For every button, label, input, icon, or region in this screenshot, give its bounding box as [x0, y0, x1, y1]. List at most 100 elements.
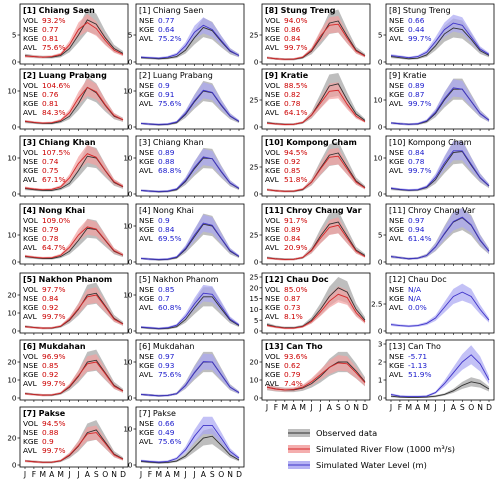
stat-label: NSE: [23, 294, 38, 303]
stat-label: AVL: [265, 108, 280, 117]
panel-title: [7] Pakse: [139, 409, 176, 418]
panel-frame: [261, 339, 371, 401]
x-tick-label: J: [389, 403, 392, 412]
stat-label: NSE: [23, 361, 38, 370]
simulated-band: [141, 353, 239, 397]
x-tick-label: N: [353, 403, 359, 412]
stat-value: 0.78: [284, 99, 301, 108]
simulated-mean-line: [140, 222, 240, 260]
stat-label: NSE: [265, 25, 280, 34]
stat-value: 0.7: [158, 294, 170, 303]
stat-label: NSE: [139, 216, 154, 225]
x-tick-label: S: [460, 403, 465, 412]
stat-value: 0.87: [408, 90, 425, 99]
stat-value: 93.2%: [42, 16, 65, 25]
stat-label: VOL: [23, 352, 39, 361]
simulated-mean-line: [24, 432, 124, 463]
x-tick-label: O: [102, 470, 108, 479]
x-tick-label: A: [49, 470, 55, 479]
stat-label: AVL: [265, 175, 280, 184]
x-tick-label: A: [291, 403, 297, 412]
x-tick-label: D: [236, 470, 242, 479]
panel-title: [4] Nong Khai: [23, 206, 85, 215]
stat-label: NSE: [389, 285, 404, 294]
stat-label: AVL: [139, 34, 154, 43]
panel-frame: [261, 135, 371, 197]
stat-value: 0.84: [284, 234, 301, 243]
x-tick-label: J: [183, 470, 186, 479]
stat-label: AVL: [139, 166, 154, 175]
stat-label: KGE: [389, 157, 405, 166]
stat-value: 0.9: [158, 216, 170, 225]
stat-label: NSE: [23, 25, 38, 34]
y-tick-label: 25: [249, 96, 258, 105]
y-tick-label: 10: [7, 231, 17, 240]
stat-label: AVL: [139, 437, 154, 446]
observed-mean-line: [140, 435, 240, 464]
panel-title: [13] Can Tho: [389, 342, 441, 351]
simulated-band: [391, 283, 489, 328]
simulated-band: [391, 345, 489, 398]
y-tick-label: 0: [12, 461, 17, 470]
y-tick-label: 25: [249, 31, 258, 40]
stat-value: 0.0%: [408, 303, 427, 312]
stat-label: NSE: [139, 16, 154, 25]
simulated-band: [267, 355, 365, 392]
stat-label: KGE: [23, 370, 39, 379]
simulated-mean-line: [266, 224, 366, 260]
stat-value: 0.91: [158, 90, 175, 99]
panel-frame: [261, 272, 371, 334]
panel-frame: [385, 3, 495, 65]
x-tick-label: J: [442, 403, 445, 412]
stat-value: 104.6%: [42, 81, 70, 90]
simulated-band: [141, 214, 239, 261]
stat-value: 91.7%: [284, 216, 307, 225]
stat-value: 93.6%: [284, 352, 307, 361]
stat-label: KGE: [389, 25, 405, 34]
simulated-band: [141, 148, 239, 193]
stat-value: 0.73: [284, 303, 301, 312]
simulated-mean-line: [140, 24, 240, 59]
y-tick-label: 0: [12, 58, 17, 67]
simulated-mean-line: [266, 293, 366, 329]
stat-value: 75.2%: [158, 34, 181, 43]
y-tick-label: 25: [249, 163, 258, 172]
y-tick-label: 5: [378, 231, 383, 240]
stat-value: 0.81: [42, 34, 59, 43]
x-tick-label: J: [265, 403, 268, 412]
panel-title: [13] Can Tho: [265, 342, 323, 351]
simulated-mean-line: [266, 23, 366, 60]
panel-frame: [19, 3, 129, 65]
simulated-band: [25, 78, 123, 125]
stat-value: 0.9: [158, 81, 170, 90]
panel-title: [10] Kompong Cham: [389, 138, 472, 147]
stat-value: 0.78: [42, 234, 59, 243]
simulated-mean-line: [140, 292, 240, 329]
observed-band: [267, 141, 365, 193]
panel-frame: [19, 68, 129, 130]
panel-frame: [135, 68, 245, 130]
y-tick-label: 5: [128, 31, 133, 40]
panel-title: [11] Chroy Chang Var: [389, 206, 476, 215]
y-tick-label: 5: [12, 31, 17, 40]
simulated-band: [25, 219, 123, 260]
simulated-mean-line: [266, 362, 366, 391]
observed-mean-line: [140, 296, 240, 330]
x-tick-label: S: [210, 470, 215, 479]
y-tick-label: 0: [378, 394, 383, 403]
panel-title: [5] Nakhon Phanom: [23, 275, 112, 284]
stat-label: AVL: [23, 312, 38, 321]
stat-label: KGE: [23, 437, 39, 446]
panel-frame: [385, 68, 495, 130]
simulated-band: [25, 13, 123, 59]
stat-label: AVL: [23, 446, 38, 455]
stat-label: KGE: [139, 25, 155, 34]
panel-title: [6] Mukdahan: [23, 342, 86, 351]
